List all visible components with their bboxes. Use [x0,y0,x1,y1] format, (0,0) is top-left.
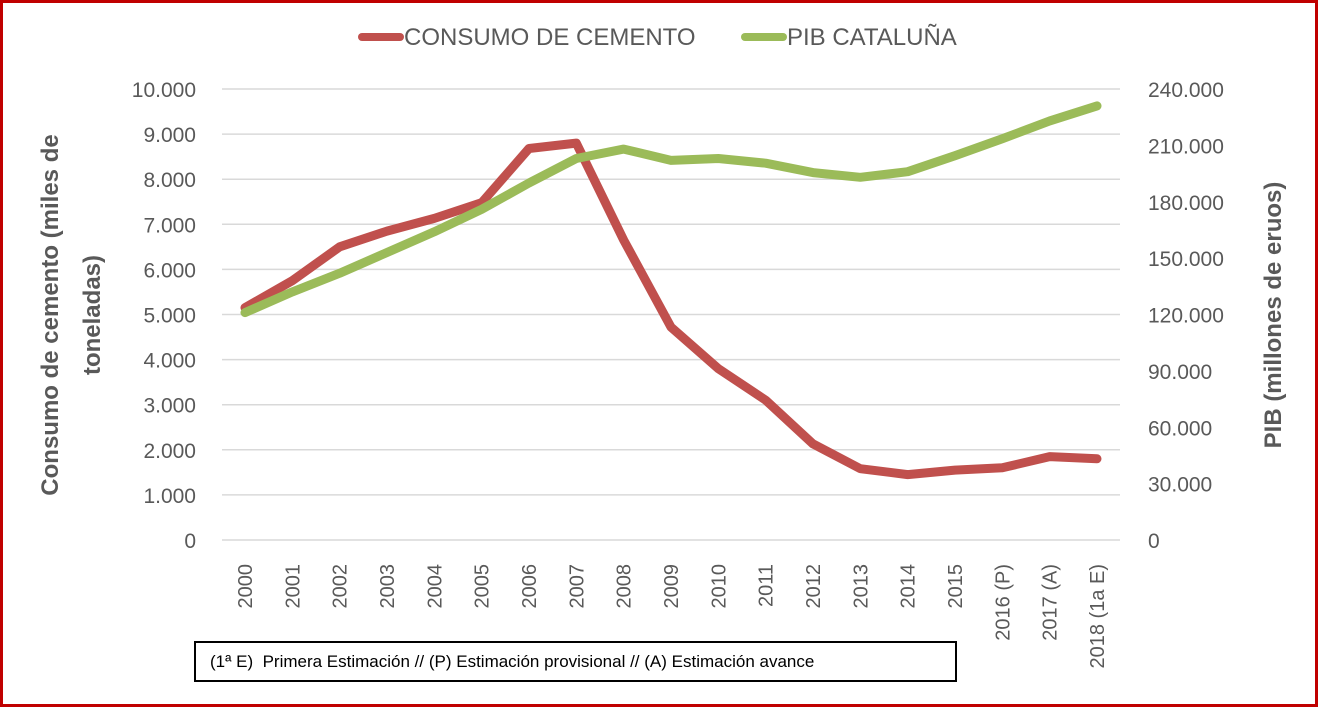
right-tick-label: 120.000 [1148,305,1224,328]
x-tick-label: 2013 [850,564,872,609]
left-tick-label: 3.000 [143,395,196,418]
left-tick-label: 4.000 [143,350,196,373]
series-lines [240,101,1102,480]
left-tick-label: 9.000 [143,124,196,147]
x-tick-label: 2002 [330,564,352,609]
x-tick-label: 2014 [898,564,920,609]
legend-label-cement: CONSUMO DE CEMENTO [404,24,696,51]
x-tick-label: 2015 [945,564,967,609]
x-tick-label: 2003 [377,564,399,609]
x-tick-label: 2000 [235,564,257,609]
legend: CONSUMO DE CEMENTO PIB CATALUÑA [358,24,957,51]
x-tick-label: 2011 [756,564,778,607]
left-tick-label: 6.000 [143,259,196,282]
x-tick-label: 2012 [803,564,825,609]
x-tick-label: 2001 [282,564,304,609]
gridlines [222,88,1120,541]
right-tick-label: 0 [1148,530,1160,553]
left-tick-label: 7.000 [143,214,196,237]
left-tick-label: 5.000 [143,305,196,328]
x-tick-label: 2009 [661,564,683,609]
x-axis-ticks: 2000 2001 2002 2003 2004 2005 2006 2007 2008 2009… [235,564,1109,669]
series-line-cement [240,138,1102,480]
left-tick-label: 10.000 [132,79,196,102]
right-tick-label: 210.000 [1148,135,1224,158]
x-tick-label: 2016 (P) [992,564,1014,641]
x-tick-label: 2017 (A) [1040,564,1062,641]
annotation-box: (1ª E) Primera Estimación // (P) Estimac… [194,641,957,682]
x-tick-label: 2005 [472,564,494,609]
x-tick-label: 2004 [424,564,446,609]
series-line-pib [240,101,1102,318]
x-tick-label: 2018 (1a E) [1087,564,1109,669]
right-axis-ticks: 0 30.000 60.000 90.000 120.000 150.000 180.000… [1148,79,1224,553]
left-axis-title-line1: Consumo de cemento (miles de [37,134,64,495]
left-tick-label: 1.000 [143,485,196,508]
x-tick-label: 2007 [566,564,588,609]
left-tick-label: 2.000 [143,440,196,463]
right-tick-label: 30.000 [1148,474,1212,497]
right-axis-title: PIB (millones de eruos) [1260,182,1287,449]
right-tick-label: 150.000 [1148,248,1224,271]
right-tick-label: 240.000 [1148,79,1224,102]
x-tick-label: 2008 [614,564,636,609]
left-tick-label: 0 [184,530,196,553]
right-tick-label: 60.000 [1148,417,1212,440]
legend-label-pib: PIB CATALUÑA [787,24,957,51]
left-axis-ticks: 0 1.000 2.000 3.000 4.000 5.000 6.000 7.000 8.00… [132,79,196,553]
x-tick-label: 2010 [708,564,730,609]
right-tick-label: 90.000 [1148,361,1212,384]
x-tick-label: 2006 [519,564,541,609]
right-tick-label: 180.000 [1148,192,1224,215]
left-tick-label: 8.000 [143,169,196,192]
left-axis-title-line2: toneladas) [79,255,106,375]
